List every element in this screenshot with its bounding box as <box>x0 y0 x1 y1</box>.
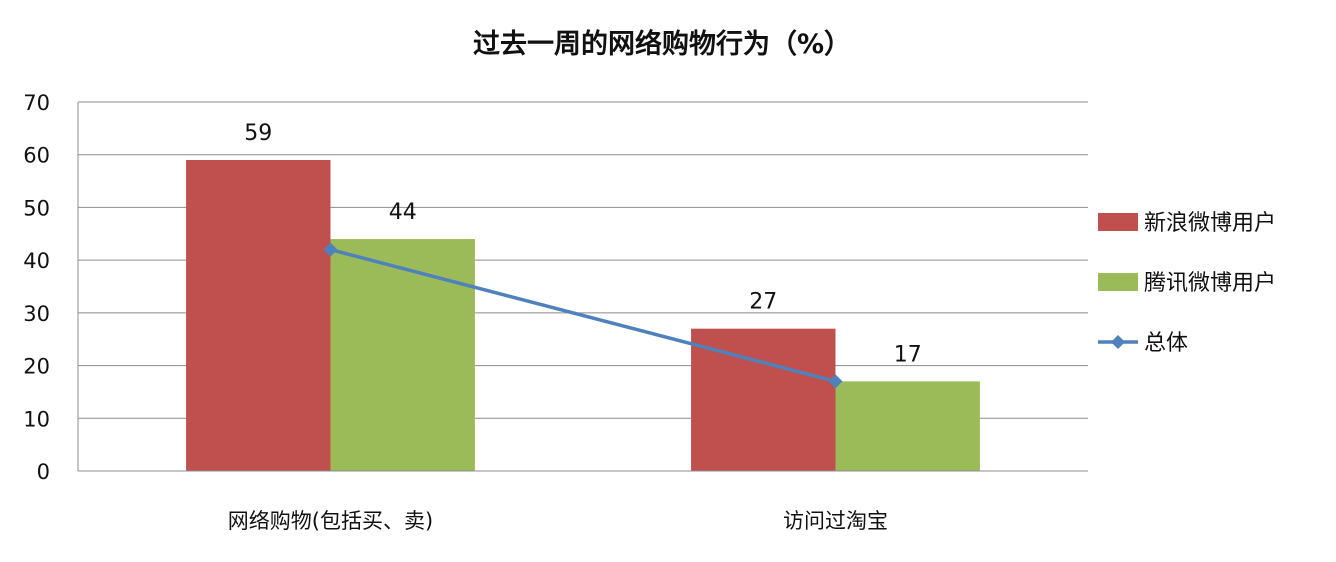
total-line <box>323 242 843 389</box>
y-tick-label: 60 <box>23 144 50 168</box>
legend-swatch <box>1098 273 1138 291</box>
bars <box>186 159 980 471</box>
y-tick-label: 30 <box>23 302 50 326</box>
bar <box>186 159 331 471</box>
legend-marker <box>1111 335 1125 349</box>
x-tick-label: 访问过淘宝 <box>783 509 888 533</box>
y-tick-label: 0 <box>37 460 50 484</box>
data-label: 44 <box>389 200 417 225</box>
chart-title: 过去一周的网络购物行为（%） <box>473 28 851 60</box>
bar <box>691 328 836 471</box>
x-axis: 网络购物(包括买、卖) 访问过淘宝 <box>78 470 1088 533</box>
legend-label: 腾讯微博用户 <box>1144 271 1276 296</box>
line-point <box>323 242 338 257</box>
legend-label: 总体 <box>1144 331 1188 356</box>
y-tick-label: 20 <box>23 355 50 379</box>
y-tick-label: 70 <box>23 91 50 115</box>
y-axis: 0 10 20 30 40 50 60 70 <box>23 91 79 484</box>
y-tick-label: 50 <box>23 196 50 220</box>
bar <box>330 239 475 471</box>
y-tick-label: 40 <box>23 249 50 273</box>
x-tick-label: 网络购物(包括买、卖) <box>228 509 433 533</box>
legend-label: 新浪微博用户 <box>1144 211 1276 236</box>
data-label: 17 <box>894 342 922 367</box>
legend-swatch <box>1098 213 1138 231</box>
data-label: 59 <box>244 121 272 146</box>
data-labels: 59 44 27 17 <box>244 121 921 367</box>
line-series <box>330 247 836 384</box>
line-point <box>828 374 843 389</box>
y-tick-label: 10 <box>23 407 50 431</box>
bar <box>835 381 980 471</box>
data-label: 27 <box>749 290 777 315</box>
